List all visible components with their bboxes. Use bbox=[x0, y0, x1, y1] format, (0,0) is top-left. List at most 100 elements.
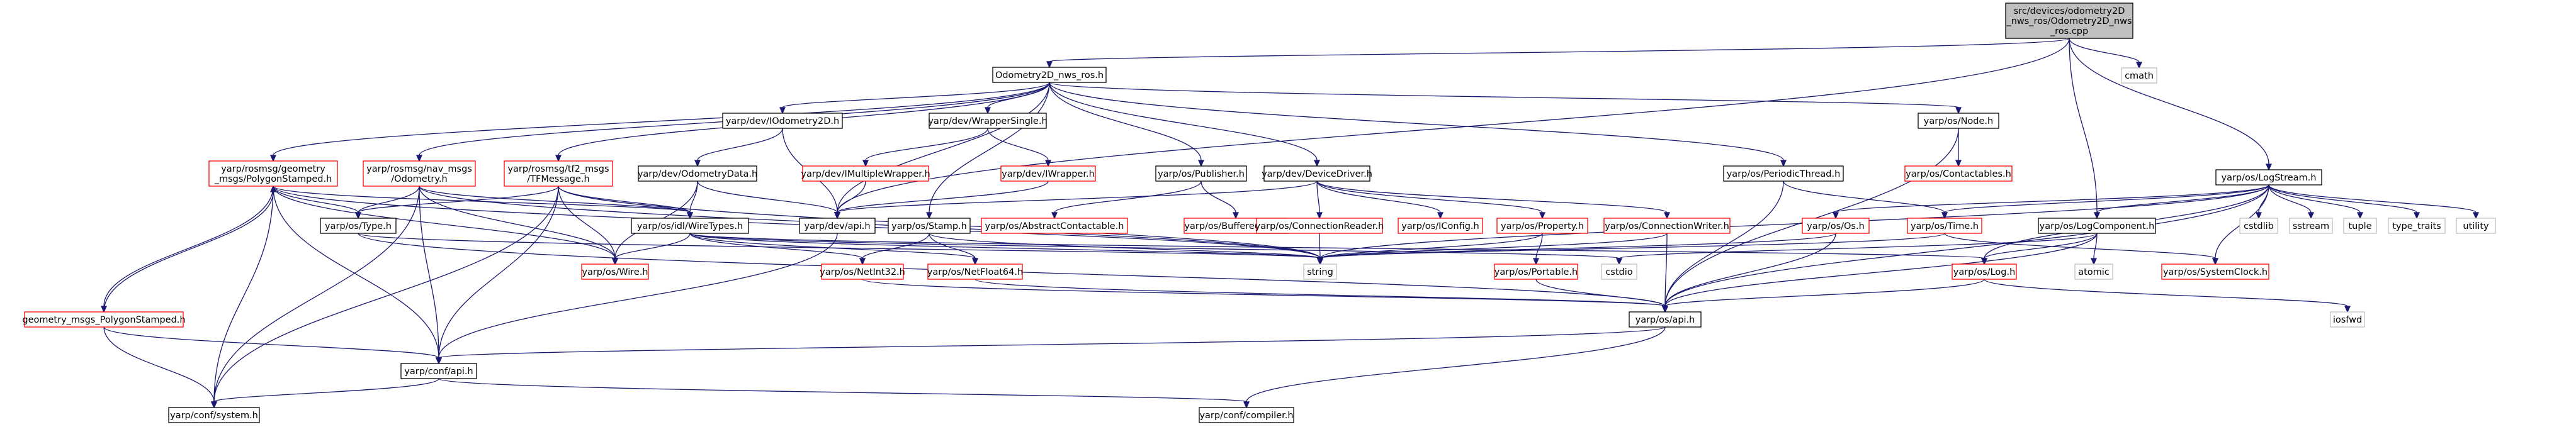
edge-root-to-logcomp bbox=[2069, 38, 2101, 219]
node-logcomp[interactable]: yarp/os/LogComponent.h bbox=[2038, 218, 2156, 234]
node-label: /TFMessage.h bbox=[527, 174, 589, 184]
edge-odo_h-to-publisher bbox=[1049, 82, 1205, 167]
node-iconfig[interactable]: yarp/os/IConfig.h bbox=[1398, 218, 1483, 234]
edge-polystamped-to-ostype bbox=[273, 186, 362, 219]
node-polystamped[interactable]: yarp/rosmsg/geometry_msgs/PolygonStamped… bbox=[208, 160, 338, 187]
edge-logstream-to-sstream bbox=[2268, 184, 2315, 219]
node-iodo[interactable]: yarp/dev/IOdometry2D.h bbox=[722, 113, 843, 129]
node-box bbox=[2239, 218, 2278, 234]
node-label: yarp/os/PeriodicThread.h bbox=[1727, 169, 1841, 179]
node-utility[interactable]: utility bbox=[2456, 218, 2496, 234]
node-box bbox=[1907, 218, 1982, 234]
node-tfmsg[interactable]: yarp/rosmsg/tf2_msgs/TFMessage.h bbox=[504, 160, 613, 187]
node-label: yarp/dev/IWrapper.h bbox=[1002, 169, 1095, 179]
node-label: yarp/os/ConnectionReader.h bbox=[1255, 221, 1384, 231]
node-root[interactable]: src/devices/odometry2D_nws_ros/Odometry2… bbox=[2005, 3, 2133, 39]
node-devapi[interactable]: yarp/dev/api.h bbox=[799, 218, 876, 234]
node-label: yarp/os/Property.h bbox=[1501, 221, 1584, 231]
node-tuple[interactable]: tuple bbox=[2343, 218, 2377, 234]
edge-wrapsingle-to-iwrapper bbox=[987, 128, 1052, 167]
edge-osapi-to-confcompiler bbox=[1243, 326, 1666, 409]
node-connwriter[interactable]: yarp/os/ConnectionWriter.h bbox=[1603, 218, 1731, 234]
node-publisher[interactable]: yarp/os/Publisher.h bbox=[1155, 165, 1247, 182]
node-abscontact[interactable]: yarp/os/AbstractContactable.h bbox=[981, 218, 1128, 234]
node-label: yarp/os/Time.h bbox=[1911, 221, 1979, 231]
node-logstream[interactable]: yarp/os/LogStream.h bbox=[2215, 169, 2322, 186]
node-box bbox=[929, 113, 1047, 129]
node-idlwire[interactable]: yarp/os/idl/WireTypes.h bbox=[631, 218, 749, 234]
node-cstdlib[interactable]: cstdlib bbox=[2239, 218, 2278, 234]
node-box bbox=[208, 160, 338, 187]
node-label: type_traits bbox=[2392, 221, 2441, 231]
edge-devdriver-to-property bbox=[1316, 180, 1546, 219]
node-label: src/devices/odometry2D bbox=[2014, 6, 2125, 16]
node-cmath[interactable]: cmath bbox=[2121, 67, 2157, 84]
edge-odo_h-to-periodic bbox=[1049, 82, 1787, 167]
node-label: yarp/os/Type.h bbox=[325, 221, 392, 231]
edge-portable-to-osapi bbox=[1535, 279, 1669, 313]
node-label: yarp/os/Log.h bbox=[1953, 267, 2016, 277]
edge-osapi-to-confapi bbox=[435, 326, 1666, 365]
edge-netint32-to-osapi bbox=[862, 279, 1669, 313]
node-osapi[interactable]: yarp/os/api.h bbox=[1629, 311, 1702, 328]
edge-logstream-to-string bbox=[1316, 184, 2269, 265]
node-confcompiler[interactable]: yarp/conf/compiler.h bbox=[1199, 407, 1294, 423]
edge-odo_h-to-node bbox=[1049, 82, 1962, 114]
node-box bbox=[1155, 165, 1247, 182]
node-ostime[interactable]: yarp/os/Time.h bbox=[1907, 218, 1982, 234]
node-contactables[interactable]: yarp/os/Contactables.h bbox=[1904, 165, 2013, 182]
node-imultiw[interactable]: yarp/dev/IMultipleWrapper.h bbox=[801, 165, 930, 182]
node-box bbox=[400, 363, 477, 379]
node-portable[interactable]: yarp/os/Portable.h bbox=[1494, 263, 1578, 280]
node-gmpoly[interactable]: geometry_msgs_PolygonStamped.h bbox=[22, 311, 186, 328]
node-wrapsingle[interactable]: yarp/dev/WrapperSingle.h bbox=[928, 113, 1048, 129]
node-box bbox=[1000, 165, 1096, 182]
node-odo_h[interactable]: Odometry2D_nws_ros.h bbox=[992, 67, 1107, 83]
node-devdriver[interactable]: yarp/dev/DeviceDriver.h bbox=[1262, 165, 1372, 182]
node-label: yarp/os/ConnectionWriter.h bbox=[1605, 221, 1729, 231]
node-netint32[interactable]: yarp/os/NetInt32.h bbox=[820, 263, 905, 280]
node-iwrapper[interactable]: yarp/dev/IWrapper.h bbox=[1000, 165, 1096, 182]
node-box bbox=[1303, 263, 1337, 280]
edge-tfmsg-to-confapi bbox=[435, 186, 559, 365]
edge-tfmsg-to-wire bbox=[558, 186, 619, 265]
node-osos[interactable]: yarp/os/Os.h bbox=[1802, 218, 1870, 234]
node-wire[interactable]: yarp/os/Wire.h bbox=[581, 263, 649, 280]
node-box bbox=[888, 218, 971, 234]
node-oslog[interactable]: yarp/os/Log.h bbox=[1952, 263, 2017, 280]
node-confsystem[interactable]: yarp/conf/system.h bbox=[168, 407, 260, 423]
nodes-layer: src/devices/odometry2D_nws_ros/Odometry2… bbox=[22, 3, 2496, 423]
node-stamp[interactable]: yarp/os/Stamp.h bbox=[888, 218, 971, 234]
node-iosfwd[interactable]: iosfwd bbox=[2330, 311, 2365, 328]
edge-odo_h-to-polystamped bbox=[269, 82, 1050, 162]
node-navodo[interactable]: yarp/rosmsg/nav_msgs/Odometry.h bbox=[363, 160, 476, 187]
edge-publisher-to-abscontact bbox=[1051, 180, 1202, 219]
node-odata[interactable]: yarp/dev/OdometryData.h bbox=[638, 165, 757, 182]
node-connreader[interactable]: yarp/os/ConnectionReader.h bbox=[1255, 218, 1384, 234]
node-node[interactable]: yarp/os/Node.h bbox=[1918, 113, 1999, 129]
node-property[interactable]: yarp/os/Property.h bbox=[1496, 218, 1588, 234]
node-label: yarp/os/AbstractContactable.h bbox=[985, 221, 1124, 231]
node-box bbox=[1496, 218, 1588, 234]
node-confapi[interactable]: yarp/conf/api.h bbox=[400, 363, 477, 379]
node-typetraits[interactable]: type_traits bbox=[2388, 218, 2446, 234]
edge-gmpoly-to-confsystem bbox=[103, 326, 218, 409]
node-sstream[interactable]: sstream bbox=[2289, 218, 2333, 234]
node-box bbox=[581, 263, 649, 280]
node-label: _nws_ros/Odometry2D_nws bbox=[2006, 16, 2132, 26]
node-label: yarp/os/NetInt32.h bbox=[820, 267, 905, 277]
edge-odata-to-devapi bbox=[697, 180, 841, 219]
node-box bbox=[638, 165, 757, 182]
node-string[interactable]: string bbox=[1303, 263, 1337, 280]
node-box bbox=[802, 165, 929, 182]
node-cstdio[interactable]: cstdio bbox=[1601, 263, 1637, 280]
node-atomic[interactable]: atomic bbox=[2074, 263, 2113, 280]
edge-logstream-to-tuple bbox=[2268, 184, 2364, 219]
node-ostype[interactable]: yarp/os/Type.h bbox=[320, 218, 397, 234]
node-netfloat64[interactable]: yarp/os/NetFloat64.h bbox=[927, 263, 1023, 280]
node-box bbox=[722, 113, 843, 129]
node-label: yarp/os/Node.h bbox=[1924, 116, 1993, 126]
node-sysclock[interactable]: yarp/os/SystemClock.h bbox=[2161, 263, 2269, 280]
node-periodic[interactable]: yarp/os/PeriodicThread.h bbox=[1723, 165, 1844, 182]
edge-logcomp-to-atomic bbox=[2090, 233, 2098, 265]
